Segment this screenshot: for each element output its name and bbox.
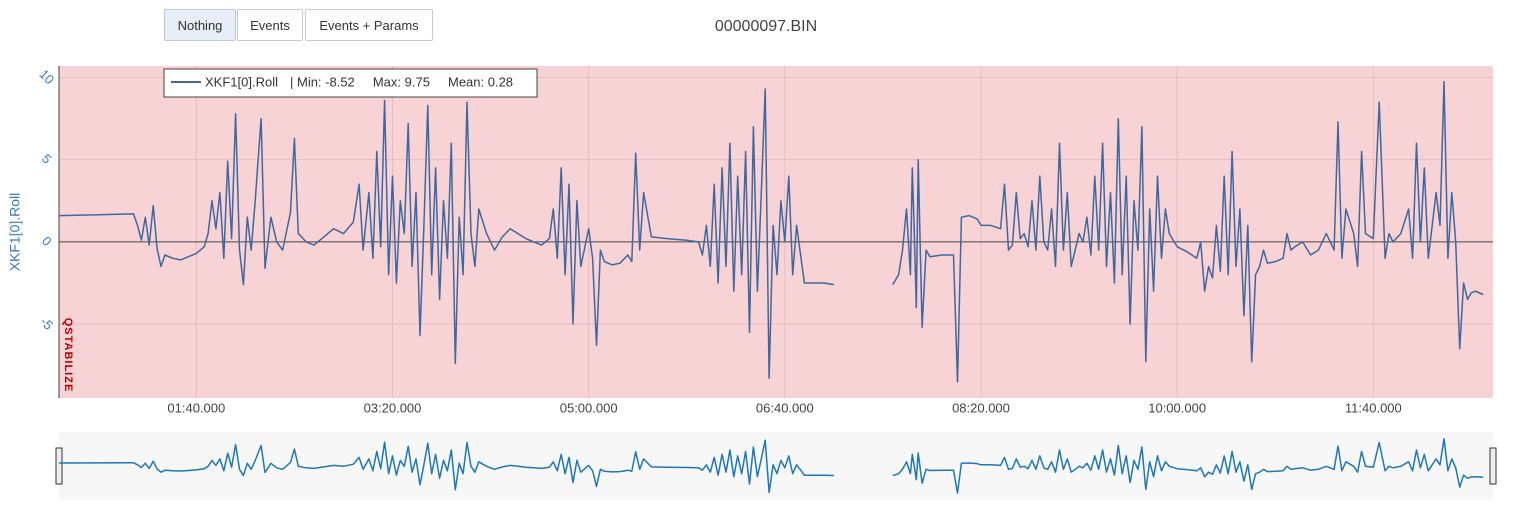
y-tick-label: 10 <box>36 66 57 87</box>
x-tick-label: 11:40.000 <box>1345 400 1402 415</box>
x-tick-label: 03:20.000 <box>364 400 422 415</box>
legend-stats: | Min: -8.52 Max: 9.75 Mean: 0.28 <box>290 74 513 89</box>
overview-line <box>58 438 1484 494</box>
y-tick-label: 5 <box>39 151 55 167</box>
range-handle <box>55 447 63 485</box>
x-tick-label: 06:40.000 <box>756 400 814 415</box>
legend-box <box>163 68 538 98</box>
y-tick-label: 0 <box>39 233 55 249</box>
button[interactable]: Events + Params <box>305 9 433 41</box>
chart-title: 00000097.BIN <box>715 18 817 35</box>
range-handle <box>1489 447 1497 485</box>
x-tick-label: 05:00.000 <box>560 400 618 415</box>
x-tick-label: 10:00.000 <box>1148 400 1206 415</box>
button[interactable]: Events <box>237 9 303 41</box>
y-tick-label: -5 <box>37 314 56 333</box>
legend: XKF1[0].Roll | Min: -8.52 Max: 9.75 Mean:… <box>163 68 538 98</box>
x-tick-label: 01:40.000 <box>167 400 225 415</box>
x-tick-label: 08:20.000 <box>952 400 1010 415</box>
y-axis-label: XKF1[0].Roll <box>7 193 23 272</box>
line <box>58 80 1484 383</box>
mode-annotation: QSTABILIZE <box>62 318 74 393</box>
legend-label: XKF1[0].Roll <box>205 74 278 89</box>
button[interactable]: Nothing <box>164 9 236 41</box>
